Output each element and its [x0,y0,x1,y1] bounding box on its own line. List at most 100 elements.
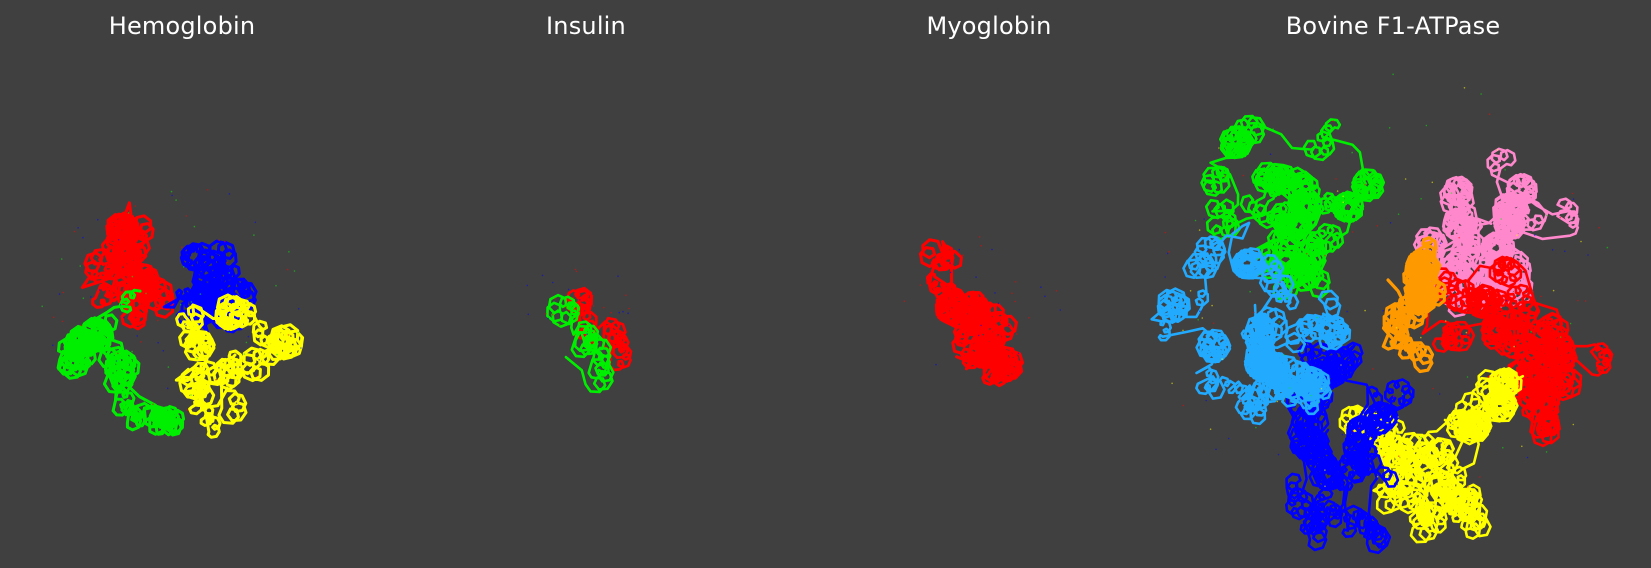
f1-atpase-subunit-green-chain [1200,114,1386,301]
atom-dot [1298,351,1301,353]
f1-atpase-title: Bovine F1-ATPase [1285,12,1501,40]
atom-dot [1432,387,1434,390]
atom-dot [1324,469,1326,471]
atom-dot [111,321,113,323]
hemoglobin-beta-2-chain [174,293,305,439]
atom-dot [134,205,137,207]
atom-dot [1277,453,1280,456]
atom-dot [41,305,43,308]
atom-dot [117,352,119,355]
f1-atpase-subunit-red-chain [1421,255,1614,448]
atom-dot [1341,433,1344,436]
atom-dot [226,261,229,264]
atom-dot [1521,445,1523,448]
atom-dot [1467,334,1469,336]
atom-dot [1318,401,1320,404]
atom-dot [77,227,79,229]
atom-dot [603,306,605,309]
atom-dot [146,241,148,243]
atom-dot [1372,368,1374,370]
atom-dot [1376,225,1379,227]
atom-dot [170,190,173,193]
atom-dot [166,387,169,390]
atom-dot [541,274,544,277]
atom-dot [115,229,118,232]
atom-dot [1420,336,1422,339]
atom-dot [1438,393,1441,395]
atom-dot [1040,286,1042,289]
atom-dot [1461,333,1463,336]
atom-dot [1571,192,1574,195]
atom-dot [1014,300,1016,303]
atom-dot [1383,455,1385,458]
atom-dot [1171,382,1173,385]
atom-dot [1439,242,1442,244]
atom-dot [206,189,209,191]
atom-dot [211,281,213,284]
atom-dot [1480,93,1482,95]
atom-dot [228,272,231,274]
atom-dot [1168,251,1170,253]
atom-dot [1564,250,1566,253]
atom-dot [994,292,996,294]
atom-dot [1203,218,1205,220]
insulin-chain-b-chain [546,293,615,394]
atom-dot [256,374,258,377]
atom-dot [903,300,906,303]
atom-dot [1606,246,1609,249]
atom-dot [145,292,147,295]
atom-dot [622,310,624,313]
atom-dot [1212,322,1215,325]
atom-dot [90,296,92,298]
atom-dot [136,335,138,337]
atom-dot [1218,147,1220,149]
atom-dot [1440,442,1443,444]
atom-dot [144,283,147,285]
atom-dot [196,357,198,360]
atom-dot [1425,124,1428,127]
atom-dot [117,238,120,241]
atom-dot [247,335,250,338]
atom-dot [243,353,246,355]
atom-dot [1496,149,1499,151]
atom-dot [1209,428,1212,431]
atom-dot [1342,201,1344,203]
atom-dot [973,302,976,305]
hemoglobin-alpha-2-chain [56,288,186,437]
atom-dot [119,396,121,398]
atom-dot [60,258,63,260]
atom-dot [618,311,620,314]
atom-dot [224,240,226,243]
atom-dot [297,308,300,310]
atom-dot [1580,240,1582,243]
atom-dot [186,409,188,411]
insulin-model [526,268,633,394]
atom-dot [179,303,182,306]
atom-dot [1351,368,1354,371]
atom-dot [297,331,300,334]
atom-dot [131,275,134,278]
atom-dot [1364,183,1366,186]
atom-dot [574,268,577,271]
atom-dot [958,248,961,251]
atom-dot [526,284,529,287]
atom-dot [1401,393,1404,396]
atom-dot [300,347,302,349]
atom-dot [190,301,193,303]
atom-dot [1513,345,1515,348]
atom-dot [1389,343,1391,345]
atom-dot [109,332,111,334]
atom-dot [1332,120,1335,122]
atom-dot [1545,214,1548,217]
atom-dot [61,320,64,323]
atom-dot [1194,219,1197,222]
hemoglobin-alpha-1-chain [80,201,176,331]
atom-dot [545,313,547,315]
atom-dot [157,341,159,344]
atom-dot [80,324,83,327]
atom-dot [1189,290,1192,292]
atom-dot [1016,333,1018,335]
myoglobin-chain-a-chain [918,238,1025,388]
